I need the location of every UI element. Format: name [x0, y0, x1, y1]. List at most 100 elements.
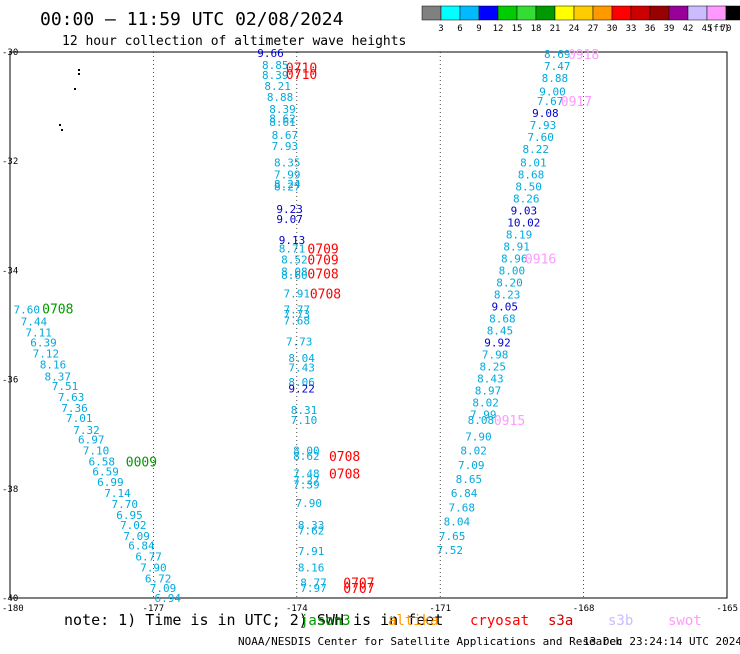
wave-height-label: 9.07 — [276, 213, 303, 226]
satellite-legend-item: jason3 — [300, 613, 351, 629]
wave-height-label: 7.09 — [458, 459, 485, 472]
time-label: 0709 — [307, 243, 338, 258]
time-labels: 0708000907100710070907090708070807080708… — [42, 48, 599, 597]
time-label: 0708 — [310, 287, 341, 302]
wave-height-label: 8.77 — [300, 577, 327, 590]
wave-height-label: 7.52 — [437, 544, 464, 557]
colorbar-tick-label: 27 — [588, 24, 599, 34]
wave-height-label: 7.09 — [150, 582, 177, 595]
wave-height-label: 7.91 — [298, 545, 325, 558]
colorbar-tick-label: 36 — [645, 24, 656, 34]
colorbar-tick-label: 9 — [476, 24, 481, 34]
wave-height-label: 9.22 — [288, 382, 315, 395]
footer-credit: NOAA/NESDIS Center for Satellite Applica… — [238, 635, 622, 648]
wave-height-label: 8.67 — [272, 129, 299, 142]
longitude-label: -171 — [429, 604, 451, 614]
track-a: 7.607.447.116.397.128.168.377.517.637.36… — [13, 304, 181, 605]
wave-height-label: 8.24 — [274, 178, 301, 191]
wave-height-label: 8.68 — [489, 312, 516, 325]
wave-height-label: 10.02 — [507, 216, 540, 229]
wave-height-label: 9.00 — [539, 85, 566, 98]
latitude-label: -32 — [2, 157, 18, 167]
altimeter-tracks: 7.607.447.116.397.128.168.377.517.637.36… — [13, 47, 570, 605]
wave-height-label: 7.63 — [58, 391, 85, 404]
wave-height-label: 9.05 — [491, 300, 518, 313]
wave-height-label: 7.01 — [66, 412, 93, 425]
wave-height-label: 8.27 — [274, 180, 301, 193]
wave-height-label: 7.39 — [293, 478, 320, 491]
wave-height-label: 8.96 — [501, 252, 528, 265]
page-title: 00:00 – 11:59 UTC 02/08/2024 — [40, 9, 343, 30]
time-label: 0707 — [343, 582, 374, 597]
wave-height-label: 8.39 — [269, 103, 296, 116]
longitude-label: -174 — [286, 604, 308, 614]
wave-height-label: 8.43 — [477, 373, 504, 386]
wave-height-label: 9.13 — [279, 234, 306, 247]
wave-height-label: 7.98 — [482, 348, 509, 361]
wave-height-label: 8.88 — [542, 72, 569, 85]
map-frame — [9, 51, 728, 599]
wave-height-label: 8.65 — [456, 473, 483, 486]
colorbar-tick-label: 24 — [569, 24, 580, 34]
colorbar-swatch — [478, 5, 499, 21]
wave-height-label: 8.01 — [520, 156, 547, 169]
colorbar-tick-label: 21 — [550, 24, 561, 34]
time-label: 0708 — [329, 450, 360, 465]
time-label: 0708 — [329, 468, 360, 483]
wave-height-label: 7.11 — [25, 327, 52, 340]
wave-height-label: 7.77 — [284, 304, 311, 317]
colorbar-swatch — [592, 5, 613, 21]
wave-height-label: 9.08 — [532, 107, 559, 120]
wave-height-label: 7.97 — [300, 582, 327, 595]
wave-height-label: 7.65 — [439, 530, 466, 543]
wave-height-label: 6.84 — [128, 540, 155, 553]
time-label: 0708 — [42, 303, 73, 318]
wave-height-label: 8.21 — [264, 80, 291, 93]
wave-height-label: 8.00 — [499, 264, 526, 277]
wave-height-label: 7.60 — [13, 304, 40, 317]
wave-height-label: 9.03 — [511, 204, 538, 217]
wave-height-label: 7.51 — [52, 380, 79, 393]
wave-height-label: 8.69 — [544, 48, 571, 61]
wave-height-label: 8.22 — [523, 143, 550, 156]
wave-height-label: 8.60 — [281, 269, 308, 282]
wave-height-label: 8.02 — [460, 445, 487, 458]
wave-height-label: 8.26 — [513, 192, 540, 205]
time-label: 0009 — [126, 456, 157, 471]
wave-height-label: 7.73 — [286, 335, 313, 348]
colorbar-unit: (ft) — [708, 24, 730, 34]
wave-height-label: 8.52 — [281, 253, 308, 266]
wave-height-label: 6.58 — [89, 456, 116, 469]
longitude-labels: -180 -177 -174 -171 -168 -165 — [2, 604, 738, 614]
latitude-label: -36 — [2, 376, 18, 386]
latitude-label: -30 — [2, 48, 18, 58]
wave-height-label: 8.61 — [269, 116, 296, 129]
colorbar-swatch — [725, 5, 740, 21]
wave-height-label: 7.36 — [61, 402, 88, 415]
wave-height-label: 6.72 — [145, 572, 172, 585]
colorbar-swatch — [497, 5, 518, 21]
footer-timestamp: 13 Dec 23:24:14 UTC 2024 — [583, 635, 740, 648]
colorbar-swatch — [668, 5, 689, 21]
time-label: 0709 — [307, 253, 338, 268]
wave-height-label: 8.88 — [267, 91, 294, 104]
wave-height-label: 6.99 — [97, 476, 124, 489]
longitude-label: -165 — [716, 604, 738, 614]
colorbar-tick-label: 70 — [721, 24, 732, 34]
wave-height-label: 8.02 — [472, 397, 499, 410]
longitude-label: -168 — [573, 604, 595, 614]
longitude-label: -180 — [2, 604, 24, 614]
wave-height-label: 7.91 — [284, 287, 311, 300]
legend-note: note: 1) Time is in UTC; 2) SWH is in fe… — [64, 611, 443, 629]
wave-height-label: 6.84 — [451, 487, 478, 500]
wave-height-label: 7.90 — [465, 430, 492, 443]
wave-height-label: 9.23 — [276, 203, 303, 216]
wave-height-label: 9.92 — [484, 336, 511, 349]
colorbar-tick-label: 18 — [531, 24, 542, 34]
colorbar-swatch — [459, 5, 480, 21]
track-c: 8.697.478.889.007.679.087.937.608.228.01… — [437, 48, 571, 557]
longitude-label: -177 — [143, 604, 165, 614]
wave-height-label: 8.50 — [515, 180, 542, 193]
